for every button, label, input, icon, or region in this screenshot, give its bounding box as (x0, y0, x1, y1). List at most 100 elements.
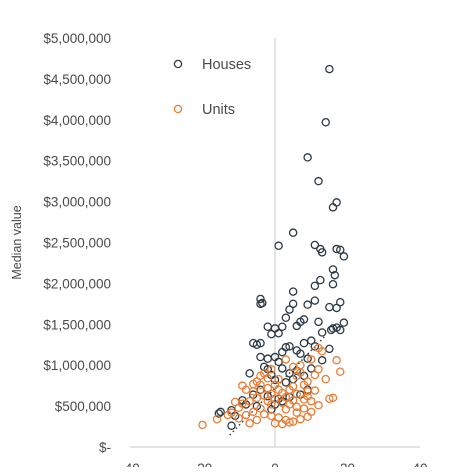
houses-point (299, 338, 309, 348)
houses-point (256, 352, 265, 362)
houses-point (258, 298, 267, 308)
houses-point (214, 409, 224, 418)
units-point (245, 396, 254, 406)
x-tick-label: 20 (340, 461, 355, 467)
houses-point (321, 118, 330, 127)
units-point (299, 380, 309, 390)
houses-point (330, 270, 340, 280)
houses-point (292, 321, 301, 331)
units-point (299, 404, 309, 413)
units-point (288, 396, 298, 405)
units-point (267, 365, 276, 374)
y-tick-label: $2,000,000 (43, 276, 111, 291)
houses-point (303, 300, 312, 309)
units-point (212, 414, 222, 424)
units-point (223, 410, 233, 420)
units-point (241, 410, 251, 420)
units-point (274, 374, 283, 384)
houses-point (216, 407, 225, 417)
units-point (292, 389, 301, 399)
units-point (328, 393, 338, 403)
houses-point (316, 275, 325, 285)
houses-point (288, 299, 298, 309)
houses-point (263, 354, 272, 363)
x-tick-label: 0 (271, 461, 279, 467)
houses-point (267, 405, 276, 414)
x-tick-label: 40 (412, 461, 427, 467)
units-point (306, 396, 316, 406)
houses-point (310, 296, 320, 305)
houses-point (310, 240, 320, 250)
y-axis-title: Median value (10, 205, 24, 279)
houses-point (339, 252, 349, 261)
houses-point (248, 338, 258, 348)
houses-point (317, 328, 327, 337)
units-point (296, 414, 305, 424)
houses-point (227, 421, 236, 430)
houses-point (277, 364, 287, 373)
units-point (230, 397, 240, 407)
units-point (310, 386, 320, 395)
units-point (314, 401, 323, 410)
houses-point (274, 241, 283, 251)
units-point (332, 356, 341, 365)
units-point (281, 405, 291, 414)
units-point (306, 407, 316, 417)
houses-point (325, 64, 334, 74)
houses-point (281, 378, 291, 387)
units-point (296, 368, 305, 377)
y-tick-label: $- (99, 440, 111, 455)
houses-point (332, 303, 341, 313)
houses-point (328, 324, 338, 333)
units-point (296, 360, 305, 370)
units-point (198, 420, 207, 430)
y-tick-label: $2,500,000 (43, 236, 111, 251)
units-point (325, 394, 334, 403)
units-point (303, 387, 312, 396)
units-point (281, 392, 291, 402)
houses-point (274, 357, 283, 367)
houses-point (326, 325, 336, 335)
legend-marker-houses (173, 59, 183, 69)
houses-point (325, 302, 334, 312)
legend-label-houses: Houses (202, 57, 251, 73)
units-point (299, 395, 309, 404)
units-point (263, 374, 272, 383)
units-point (259, 410, 269, 419)
houses-point (328, 279, 338, 289)
units-point (303, 412, 312, 421)
y-tick-label: $3,500,000 (43, 154, 111, 169)
x-tick-label: -40 (120, 461, 140, 467)
legend-marker-units (173, 104, 183, 114)
units-point (248, 387, 258, 396)
units-point (292, 408, 301, 417)
houses-point (296, 349, 305, 358)
houses-point (328, 265, 338, 274)
houses-point (263, 322, 272, 332)
units-point (285, 418, 294, 427)
houses-point (303, 153, 312, 162)
y-tick-label: $1,000,000 (43, 358, 111, 373)
houses-point (267, 329, 276, 339)
houses-point (339, 318, 349, 327)
units-point (306, 355, 316, 364)
units-point (317, 347, 327, 356)
houses-point (303, 354, 312, 363)
houses-point (332, 244, 341, 254)
houses-point (332, 198, 341, 207)
units-point (267, 400, 276, 409)
houses-point (317, 356, 327, 365)
y-tick-label: $4,500,000 (43, 72, 111, 87)
houses-point (274, 329, 283, 338)
units-point (335, 367, 345, 376)
units-point (288, 382, 298, 391)
units-point (288, 417, 298, 426)
houses-point (288, 287, 298, 296)
legend-label-units: Units (202, 102, 235, 118)
units-point (234, 414, 243, 423)
houses-point (325, 344, 334, 354)
y-tick-label: $5,000,000 (43, 31, 111, 46)
houses-point (314, 317, 323, 327)
houses-point (310, 281, 320, 291)
units-point (281, 355, 291, 364)
